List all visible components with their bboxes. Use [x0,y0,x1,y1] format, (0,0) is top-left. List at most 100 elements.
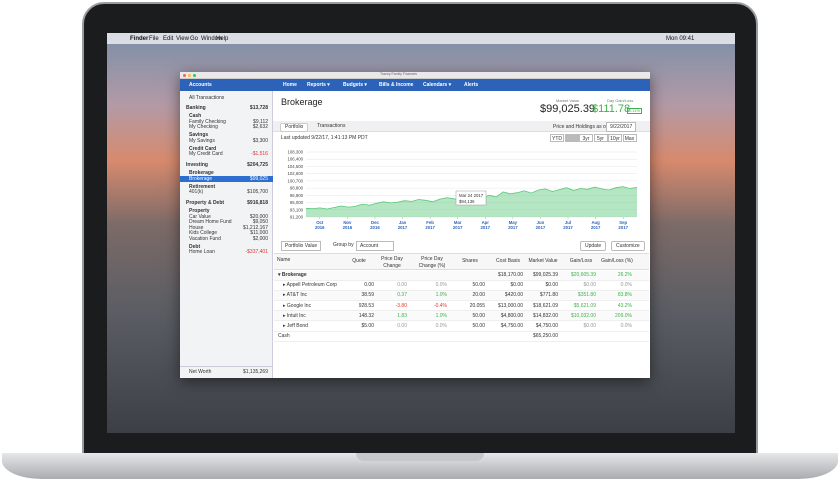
table-row [274,311,649,322]
account-name[interactable]: My Savings [189,137,215,144]
menu-item[interactable]: Edit [163,36,174,42]
nav-item[interactable]: Alerts [464,82,479,88]
table-cell: 0.0% [435,282,447,289]
account-name[interactable]: Car Value [189,213,211,220]
account-name[interactable]: Brokerage [189,175,213,182]
menu-item[interactable]: Finder [130,36,149,42]
tab[interactable]: Portfolio [280,123,309,132]
tab-strip [273,121,650,132]
subgroup-name: Cash [189,113,202,119]
column-header[interactable]: Name [277,257,291,263]
table-cell: 0.0% [620,323,632,329]
trackpad-notch [356,453,484,461]
x-tick-label: 2016 [343,225,353,230]
column-header[interactable]: Cost Basis [496,258,520,264]
update-button[interactable]: Update [580,241,607,251]
x-tick-label: 2017 [563,225,573,230]
y-tick-label: 96,900 [290,193,304,198]
window-button[interactable] [193,74,196,77]
menu-item[interactable]: Help [216,36,229,42]
table-cell: $420.00 [504,292,523,299]
sidebar-header [180,79,273,91]
menu-item[interactable]: Window [201,36,223,42]
x-tick-label: May [509,220,518,225]
tab[interactable]: Transactions [317,123,346,129]
group-name[interactable]: Banking [186,105,206,111]
range-button[interactable]: YTD [550,134,564,142]
table-cell: 0.37 [397,292,407,299]
range-button[interactable]: 5yr [593,134,608,142]
table-cell[interactable]: Cash [278,333,290,340]
x-tick-label: Oct [316,220,324,225]
menu-item[interactable]: Go [190,36,199,42]
group-by-label: Group by [333,242,354,248]
nav-item[interactable]: Budgets ▾ [343,82,367,88]
account-balance: $2,000 [252,235,268,242]
market-value-label: Market Value [556,98,580,103]
nav-item[interactable]: Reports ▾ [307,82,330,88]
table-cell[interactable]: ▾ Brokerage [278,272,307,278]
tooltip-date: Mar 24 2017 [459,193,484,198]
table-cell: 83.8% [617,292,632,299]
menu-item[interactable]: File [149,36,159,42]
range-button[interactable]: 1yr [564,134,579,142]
account-name[interactable]: Home Loan [189,249,215,255]
last-updated: Last updated 9/22/17, 1:41:13 PM PDT [281,135,368,141]
account-name[interactable]: Vacation Fund [189,235,221,242]
table-cell: 38.59 [361,292,374,299]
nav-item[interactable]: Home [283,82,297,88]
account-name[interactable]: Dream Home Fund [189,219,232,225]
x-tick-label: 2017 [508,225,518,230]
column-header[interactable]: Price Day Change (%) [418,256,446,269]
x-tick-label: Aug [591,220,600,225]
table-cell[interactable]: ▸ AT&T Inc [283,292,307,299]
group-by-select[interactable]: Account [356,241,394,251]
as-of-date[interactable]: 9/22/2017 [606,122,637,132]
table-cell: $10,032.00 [570,312,596,319]
table-cell: $18,170.00 [497,272,523,278]
table-cell[interactable]: ▸ Intuit Inc [283,312,306,319]
range-button[interactable]: Max [622,134,637,142]
account-name[interactable]: My Credit Card [189,151,223,157]
table-cell: $65,250.00 [532,333,558,340]
day-gain-pct: 0.11% [627,108,643,114]
table-cell: $5.00 [361,323,374,329]
group-name[interactable]: Property & Debt [186,200,225,206]
day-gain-label: Day Gain/Loss [607,98,634,103]
column-header[interactable]: Gain/Loss (%) [601,258,633,264]
table-cell: $0.00 [583,323,596,329]
subgroup-name: Credit Card [189,145,217,152]
table-cell[interactable]: ▸ Jeff Bond [283,323,308,329]
range-button[interactable]: 10yr [608,134,622,142]
account-name[interactable]: 401(k) [189,189,204,195]
account-name[interactable]: My Checking [189,124,218,130]
all-transactions[interactable]: All Transactions [189,95,225,101]
market-value: $99,025.39 [540,103,596,115]
table-cell[interactable]: ▸ Appell Petroleum Corp [283,282,337,289]
table-cell[interactable]: ▸ Google Inc [283,302,312,309]
account-name[interactable]: House [189,224,204,231]
window-button[interactable] [188,74,191,77]
group-name[interactable]: Investing [186,162,208,168]
column-header[interactable]: Market Value [528,258,558,264]
account-name[interactable]: Family Checking [189,118,226,125]
column-header[interactable]: Quote [352,258,366,264]
account-balance: $2,632 [252,124,268,130]
table-cell: 50.00 [472,282,485,289]
customize-button[interactable]: Customize [611,241,645,251]
subgroup-name: Brokerage [189,170,214,176]
column-header[interactable]: Gain/Loss [569,258,593,264]
column-header[interactable]: Price Day Change [381,256,403,269]
nav-item[interactable]: Calendars ▾ [423,82,452,88]
menu-item[interactable]: View [176,36,189,42]
view-select[interactable]: Portfolio Value [281,241,322,251]
table-cell: 0.0% [620,282,632,289]
table-cell: $351.80 [577,292,596,299]
range-button[interactable]: 3yr [579,134,593,142]
window-button[interactable] [183,74,186,77]
table-row [274,290,649,302]
nav-item[interactable]: Bills & Income [379,82,414,88]
table-cell: $5,621.09 [573,302,596,309]
column-header[interactable]: Shares [462,258,478,264]
account-name[interactable]: Kids College [189,230,218,236]
